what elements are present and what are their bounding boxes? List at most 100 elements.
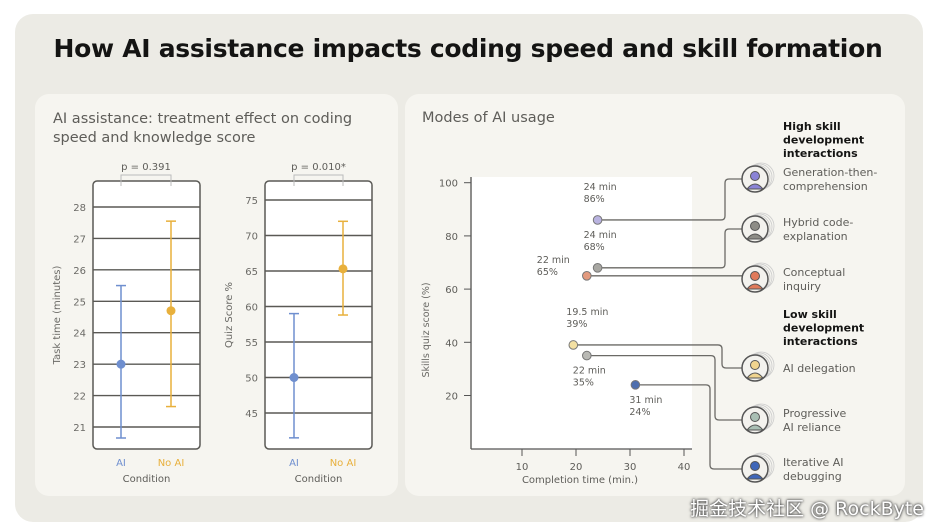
point-label-time: 24 min xyxy=(584,182,617,193)
mean-point xyxy=(166,306,176,316)
plot-box-1 xyxy=(264,180,373,450)
connector-line xyxy=(586,354,755,421)
data-point xyxy=(592,263,603,273)
y-tick-label: 55 xyxy=(245,338,258,349)
data-point xyxy=(592,215,603,225)
point-label-score: 68% xyxy=(584,242,605,253)
group-heading: Low skill development interactions xyxy=(783,308,864,348)
point-label-score: 24% xyxy=(629,407,650,418)
x-axis-label: Completion time (min.) xyxy=(522,475,638,486)
avatar-head xyxy=(750,171,760,181)
mode-label-line: comprehension xyxy=(783,180,868,193)
plot-box-0 xyxy=(92,180,201,450)
group-heading-line: interactions xyxy=(783,147,858,160)
connector-line xyxy=(635,384,755,470)
mean-point xyxy=(338,264,348,274)
x-category-label: AI xyxy=(289,458,299,469)
point-label-time: 31 min xyxy=(629,395,662,406)
group-heading-line: High skill xyxy=(783,120,841,133)
avatar-icon xyxy=(741,212,775,243)
mode-label-line: Hybrid code- xyxy=(783,216,853,229)
point-label-time: 24 min xyxy=(584,230,617,241)
avatar-icon xyxy=(741,452,775,483)
y-tick-label: 45 xyxy=(245,409,258,420)
mode-label: Iterative AI debugging xyxy=(783,456,844,483)
y-tick-label: 60 xyxy=(445,285,458,296)
avatar-icon xyxy=(741,351,775,382)
avatar-head xyxy=(750,412,760,422)
x-tick-label: 10 xyxy=(516,462,529,473)
mode-label-line: inquiry xyxy=(783,280,822,293)
mode-label-line: Iterative AI xyxy=(783,456,844,469)
group-heading-line: Low skill xyxy=(783,308,837,321)
data-point xyxy=(568,340,579,350)
avatar-body xyxy=(745,424,765,431)
mode-label: AI delegation xyxy=(783,362,856,375)
y-tick-label: 22 xyxy=(73,392,86,403)
page-title: How AI assistance impacts coding speed a… xyxy=(53,34,883,63)
x-category-label: No AI xyxy=(330,458,357,469)
y-tick-label: 80 xyxy=(445,232,458,243)
mode-label: Generation-then-comprehension xyxy=(783,166,877,193)
modes-panel-title: Modes of AI usage xyxy=(422,110,555,126)
y-axis-label: Quiz Score % xyxy=(224,282,235,348)
point-label-score: 86% xyxy=(584,194,605,205)
avatar-head xyxy=(750,360,760,370)
avatar-head xyxy=(750,461,760,471)
connector-line xyxy=(597,228,755,269)
avatar-icon xyxy=(741,262,775,293)
group-heading: High skill development interactions xyxy=(783,120,864,160)
significance-bracket xyxy=(293,174,344,186)
y-tick-label: 27 xyxy=(73,234,86,245)
data-point xyxy=(582,350,592,361)
data-point xyxy=(630,380,641,390)
mode-label-line: debugging xyxy=(783,470,842,483)
avatar-head xyxy=(750,221,760,231)
avatar-body xyxy=(745,233,765,240)
point-label-score: 35% xyxy=(573,378,594,389)
point-label-score: 65% xyxy=(537,267,558,278)
group-heading-line: interactions xyxy=(783,335,858,348)
mode-label-line: AI delegation xyxy=(783,362,856,375)
y-tick-label: 28 xyxy=(73,203,86,214)
connector-line xyxy=(573,344,755,369)
y-tick-label: 21 xyxy=(73,423,86,434)
y-axis-label: Task time (minutes) xyxy=(52,266,63,366)
avatar-body xyxy=(745,372,765,379)
point-label-time: 22 min xyxy=(573,366,606,377)
mean-point xyxy=(116,359,126,369)
x-tick-label: 40 xyxy=(678,462,691,473)
data-point xyxy=(582,271,592,281)
mode-label-line: Generation-then- xyxy=(783,166,877,179)
avatar-icon xyxy=(741,162,775,193)
x-tick-label: 20 xyxy=(570,462,583,473)
scatter-plot-area xyxy=(472,177,692,449)
mode-label: Hybrid code-explanation xyxy=(783,216,853,243)
mode-label-line: explanation xyxy=(783,230,848,243)
p-value-label: p = 0.391 xyxy=(121,162,171,173)
connector-line xyxy=(597,178,755,221)
avatar-icon xyxy=(741,403,775,434)
mode-label-line: AI reliance xyxy=(783,421,841,434)
avatar-body xyxy=(745,283,765,290)
group-heading-line: development xyxy=(783,134,864,147)
point-label-time: 22 min xyxy=(537,255,570,266)
y-tick-label: 50 xyxy=(245,374,258,385)
y-tick-label: 70 xyxy=(245,232,258,243)
y-tick-label: 75 xyxy=(245,196,258,207)
x-axis-label: Condition xyxy=(295,474,343,485)
y-axis-label: Skills quiz score (%) xyxy=(421,282,432,377)
significance-bracket xyxy=(120,174,172,186)
mode-label-line: Conceptual xyxy=(783,266,845,279)
group-heading-line: development xyxy=(783,322,864,335)
x-category-label: AI xyxy=(116,458,126,469)
y-tick-label: 100 xyxy=(439,179,458,190)
y-tick-label: 26 xyxy=(73,266,86,277)
y-tick-label: 40 xyxy=(445,338,458,349)
mean-point xyxy=(289,373,299,382)
mode-label: Conceptual inquiry xyxy=(783,266,845,293)
avatar-body xyxy=(745,473,765,480)
avatar-body xyxy=(745,183,765,190)
x-axis-label: Condition xyxy=(123,474,171,485)
